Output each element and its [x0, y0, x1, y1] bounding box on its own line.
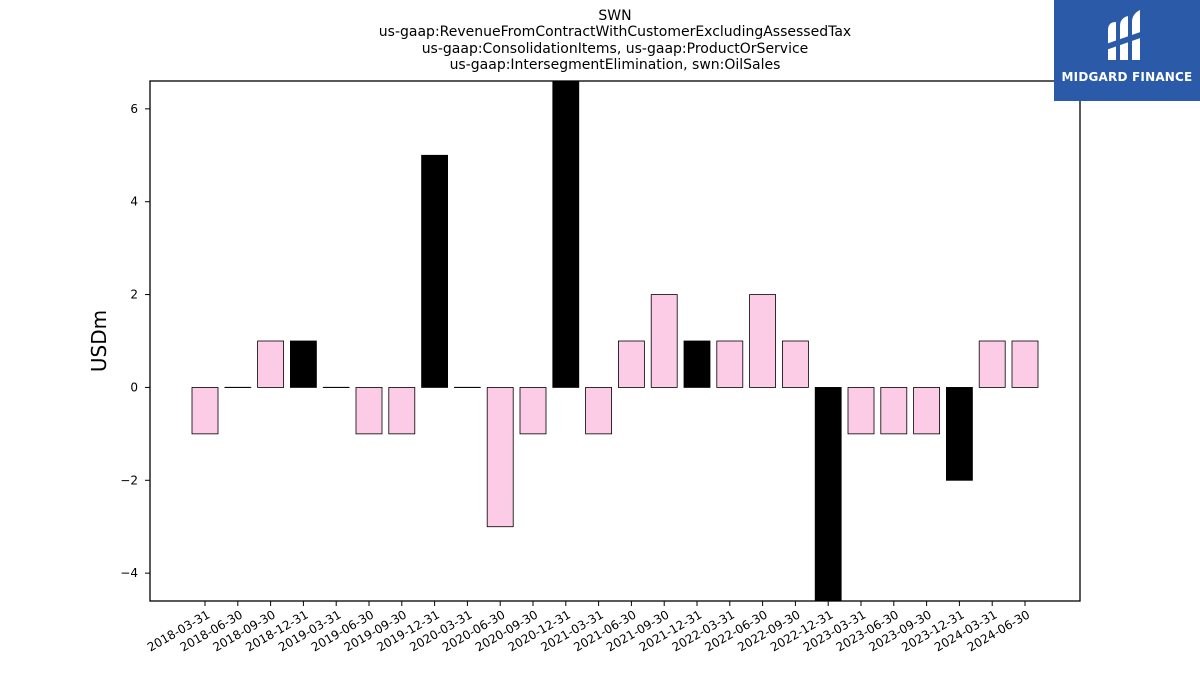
bar-2021-09-30 — [650, 294, 678, 388]
bar-2020-12-31 — [552, 81, 580, 388]
logo-text: MIDGARD FINANCE — [1061, 70, 1193, 84]
bar-2019-12-31 — [421, 154, 449, 388]
y-tick-label--2: −2 — [120, 473, 138, 487]
bar-2018-12-31 — [289, 340, 317, 388]
bar-2021-03-31 — [585, 387, 612, 435]
y-tick-label-0: 0 — [130, 380, 138, 394]
bar-2023-12-31 — [946, 387, 973, 481]
y-tick-label--4: −4 — [120, 566, 138, 580]
chart-title-line-1: SWN — [598, 8, 631, 24]
bar-2022-12-31 — [814, 387, 842, 601]
y-tick-label-6: 6 — [130, 102, 138, 116]
chart-title-line-4: us-gaap:IntersegmentElimination, swn:Oil… — [450, 57, 781, 73]
midgard-logo-icon — [1106, 10, 1146, 60]
bar-2019-09-30 — [388, 387, 416, 435]
bar-2022-03-31 — [716, 340, 744, 388]
bar-2018-03-31 — [191, 387, 219, 435]
bar-2019-06-30 — [355, 387, 383, 435]
bars-group — [191, 81, 1039, 601]
bar-2023-06-30 — [880, 387, 908, 435]
bar-2018-09-30 — [257, 340, 285, 388]
y-axis-ticks: −4 −2 0 2 4 6 — [120, 102, 150, 580]
bar-2021-12-31 — [683, 340, 711, 388]
chart-title-line-2: us-gaap:RevenueFromContractWithCustomerE… — [379, 24, 851, 40]
bar-2022-09-30 — [782, 340, 809, 388]
bar-2020-09-30 — [519, 387, 547, 435]
bar-2020-06-30 — [486, 387, 514, 528]
x-axis-ticks: 2018-03-312018-06-302018-09-302018-12-31… — [145, 601, 1032, 655]
bar-2023-03-31 — [847, 387, 875, 435]
bar-2021-06-30 — [618, 340, 645, 388]
y-axis-label: USDm — [87, 310, 111, 372]
midgard-finance-logo: MIDGARD FINANCE — [1054, 0, 1200, 101]
plot-frame — [149, 80, 1081, 602]
bar-2023-09-30 — [913, 387, 940, 435]
chart-title: SWN us-gaap:RevenueFromContractWithCusto… — [379, 8, 851, 73]
bar-2024-03-31 — [978, 340, 1006, 388]
bar-2024-06-30 — [1011, 340, 1039, 388]
y-tick-label-2: 2 — [130, 288, 138, 302]
y-tick-label-4: 4 — [130, 195, 138, 209]
chart-title-line-3: us-gaap:ConsolidationItems, us-gaap:Prod… — [422, 41, 809, 57]
bar-2022-06-30 — [749, 294, 776, 388]
